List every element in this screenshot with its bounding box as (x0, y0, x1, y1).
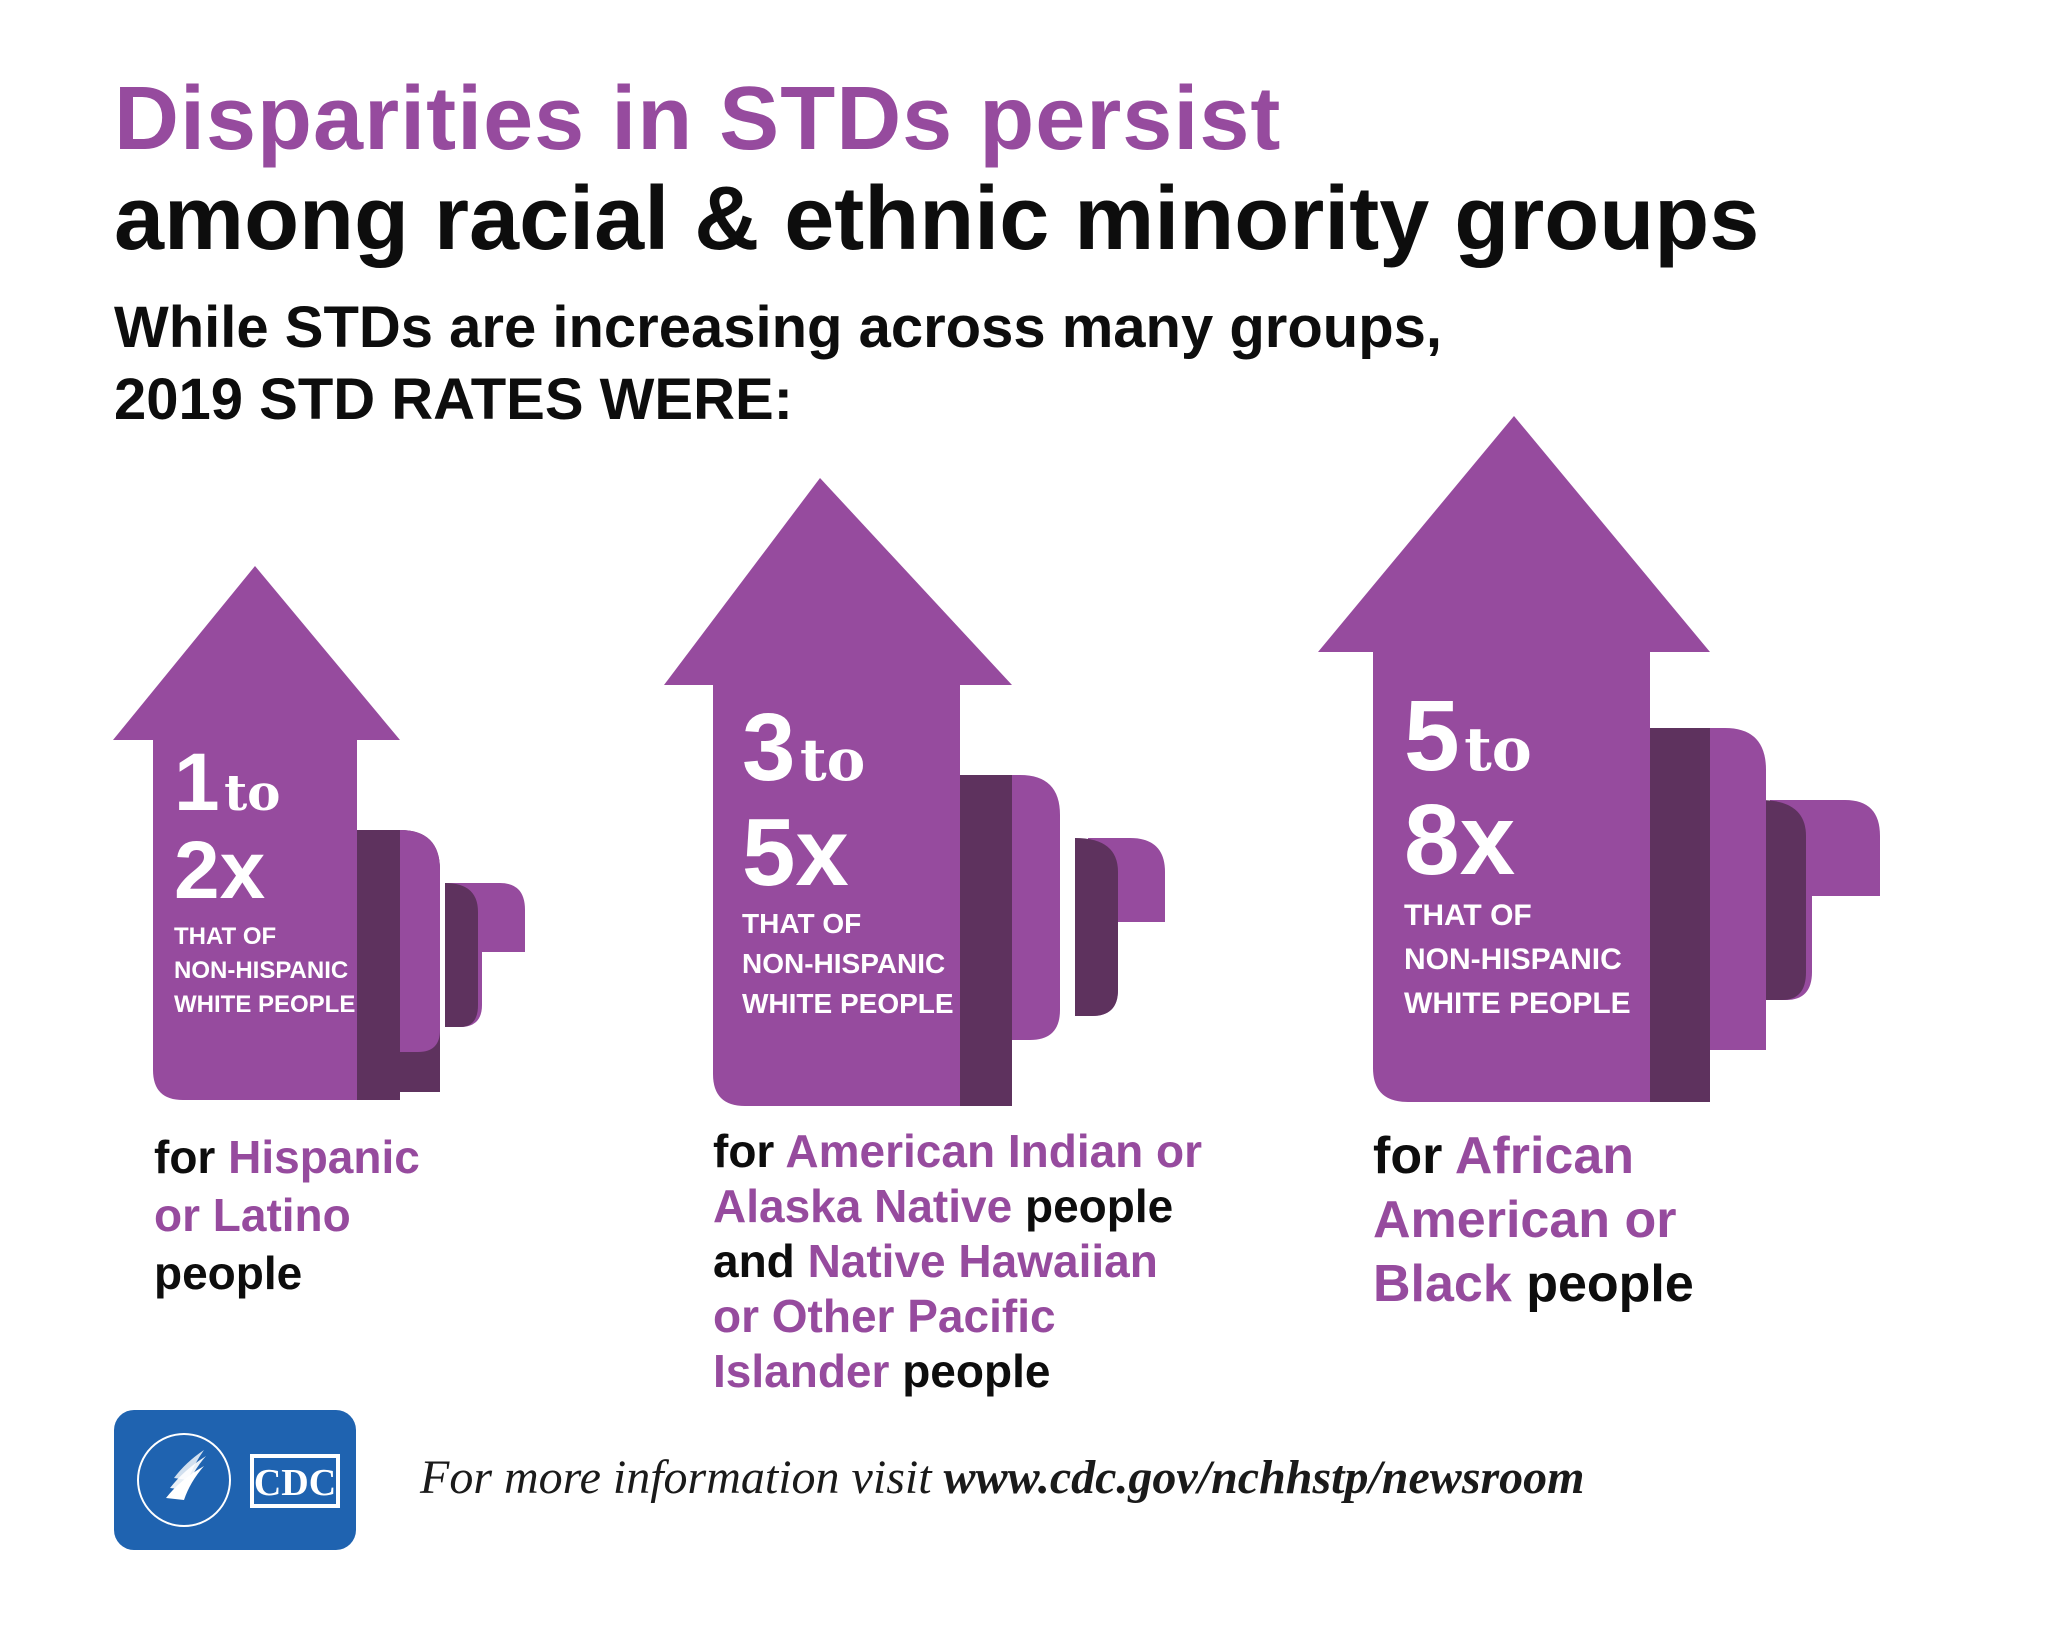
group-1-description: for Hispanic or Latino people (154, 1128, 420, 1302)
group-2-line: Alaska Native people (713, 1180, 1174, 1232)
rate-1-high: 2x (174, 825, 266, 916)
title-line-1: Disparities in STDs persist (114, 69, 1282, 169)
group-1-line: for Hispanic (154, 1131, 420, 1183)
arrow-3-up-icon (1318, 416, 1880, 1102)
rate-1-to: to (224, 763, 281, 822)
rate-2-comparison-line: NON-HISPANIC (742, 948, 946, 979)
rate-3-to: to (1464, 715, 1532, 785)
group-3-description: for African American or Black people (1373, 1124, 1694, 1316)
group-2-description: for American Indian or Alaska Native peo… (713, 1124, 1202, 1399)
rate-3-comparison: THAT OF NON-HISPANIC WHITE PEOPLE (1404, 894, 1631, 1026)
group-3-line: for African (1373, 1127, 1634, 1185)
rate-1-comparison-line: THAT OF (174, 923, 277, 950)
group-2-line: for American Indian or (713, 1125, 1203, 1177)
group-2-line: or Other Pacific (713, 1290, 1056, 1342)
rate-1-comparison: THAT OF NON-HISPANIC WHITE PEOPLE (174, 920, 355, 1022)
rate-1-range: 1 to (174, 742, 281, 824)
cdc-hhs-logo[interactable]: CDC (114, 1410, 356, 1550)
rate-2-comparison-line: THAT OF (742, 908, 862, 939)
group-3-line: Black people (1373, 1255, 1694, 1313)
footer-prefix: For more information visit (420, 1451, 944, 1504)
footer-url-link[interactable]: www.cdc.gov/nchhstp/newsroom (943, 1451, 1585, 1504)
rate-1-comparison-line: NON-HISPANIC (174, 957, 349, 984)
hhs-seal-icon: CDC (137, 1433, 340, 1527)
rate-1-comparison-line: WHITE PEOPLE (174, 991, 356, 1018)
rate-3-comparison-line: WHITE PEOPLE (1404, 987, 1631, 1020)
rate-3-range: 5 to (1404, 686, 1532, 786)
arrow-1-up-icon (113, 566, 525, 1100)
group-2-line: and Native Hawaiian (713, 1235, 1158, 1287)
rate-2-comparison-line: WHITE PEOPLE (742, 988, 954, 1019)
rate-2-high: 5x (742, 799, 849, 906)
subtitle-line-1: While STDs are increasing across many gr… (114, 295, 1442, 360)
footer-info: For more information visit www.cdc.gov/n… (420, 1450, 1585, 1505)
rate-3-high: 8x (1404, 784, 1516, 896)
group-2-line: Islander people (713, 1345, 1051, 1397)
group-1-line: people (154, 1247, 303, 1299)
rate-2-comparison: THAT OF NON-HISPANIC WHITE PEOPLE (742, 904, 954, 1024)
arrow-2-up-icon (664, 478, 1165, 1106)
rate-3-comparison-line: THAT OF (1404, 899, 1532, 932)
rate-2-range: 3 to (742, 700, 865, 796)
cdc-logo-text: CDC (254, 1462, 336, 1504)
rate-3-comparison-line: NON-HISPANIC (1404, 943, 1622, 976)
rate-2-low: 3 (742, 694, 796, 801)
subtitle-line-2: 2019 STD RATES WERE: (114, 367, 793, 432)
rate-1-low: 1 (174, 737, 220, 828)
rate-2-to: to (799, 726, 866, 794)
group-1-line: or Latino (154, 1189, 351, 1241)
title-line-2: among racial & ethnic minority groups (114, 169, 1760, 269)
group-3-line: American or (1373, 1191, 1677, 1249)
rate-3-low: 5 (1404, 680, 1460, 792)
